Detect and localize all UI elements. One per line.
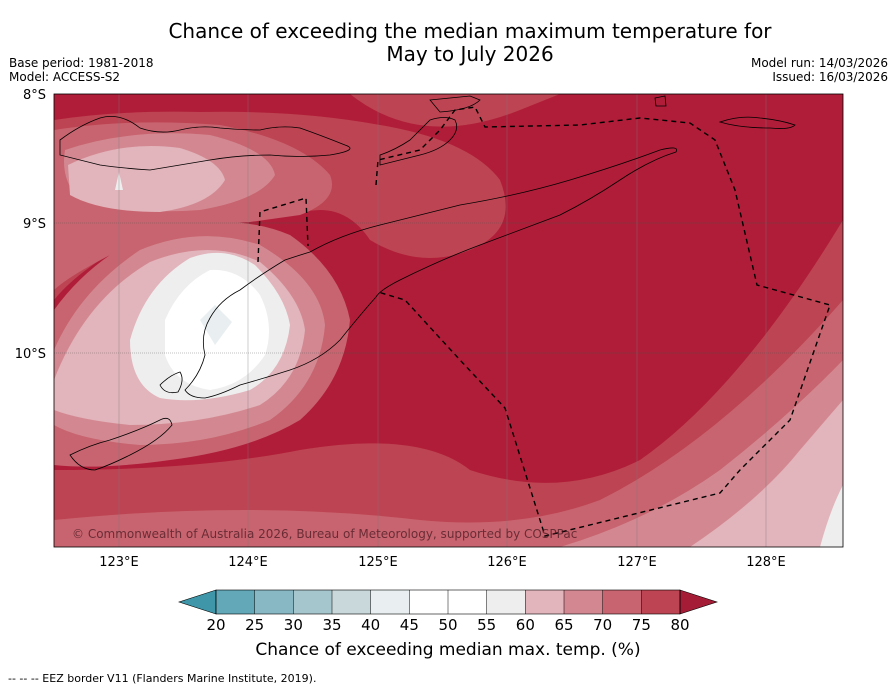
copyright-text: © Commonwealth of Australia 2026, Bureau… xyxy=(72,527,577,541)
timor-coastline xyxy=(184,147,678,399)
field-40 xyxy=(200,305,232,345)
lon-label-126e: 126°E xyxy=(487,555,527,570)
colorbar-bin xyxy=(486,590,526,614)
map-title-line1: Chance of exceeding the median maximum t… xyxy=(168,19,772,43)
lat-label-9s: 9°S xyxy=(23,217,46,232)
colorbar-tick-label: 65 xyxy=(554,616,573,634)
colorbar xyxy=(178,589,718,615)
lat-label-10s: 10°S xyxy=(15,347,46,362)
islands-east xyxy=(654,95,796,129)
colorbar-over-arrow xyxy=(679,589,718,615)
colorbar-bin xyxy=(525,590,564,614)
colorbar-tick-label: 75 xyxy=(632,616,651,634)
lon-label-123e: 123°E xyxy=(99,555,139,570)
colorbar-tick-label: 70 xyxy=(593,616,612,634)
colorbar-bin xyxy=(448,590,487,614)
map-title: Chance of exceeding the median maximum t… xyxy=(120,20,820,66)
wetar-coastline xyxy=(429,95,481,113)
field-70 xyxy=(54,122,843,547)
lat-label-8s: 8°S xyxy=(23,88,46,103)
colorbar-tick-label: 60 xyxy=(516,616,535,634)
colorbar-bin xyxy=(370,590,410,614)
colorbar-bin xyxy=(216,590,255,614)
base-period-text: Base period: 1981-2018 xyxy=(9,56,154,70)
eez-border xyxy=(257,106,831,537)
colorbar-tick-label: 80 xyxy=(670,616,689,634)
colorbar-tick-label: 40 xyxy=(361,616,380,634)
longitude-labels: 123°E 124°E 125°E 126°E 127°E 128°E xyxy=(99,555,786,570)
colorbar-tick-label: 50 xyxy=(438,616,457,634)
issued-text: Issued: 16/03/2026 xyxy=(772,70,888,84)
colorbar-tick-label: 20 xyxy=(206,616,225,634)
base-model-info: Base period: 1981-2018 Model: ACCESS-S2 xyxy=(9,56,154,84)
latitude-labels: 8°S 9°S 10°S xyxy=(15,88,46,362)
lon-label-127e: 127°E xyxy=(617,555,657,570)
sumba-coastline xyxy=(69,417,173,471)
probability-field xyxy=(54,94,843,547)
map-title-line2: May to July 2026 xyxy=(386,42,554,66)
colorbar-tick-label: 55 xyxy=(477,616,496,634)
run-issued-info: Model run: 14/03/2026 Issued: 16/03/2026 xyxy=(751,56,888,84)
alor-coastline xyxy=(379,117,458,166)
map-frame xyxy=(53,93,844,548)
lon-label-125e: 125°E xyxy=(358,555,398,570)
rote-coastline xyxy=(159,371,183,394)
colorbar-tick-label: 25 xyxy=(245,616,264,634)
colorbar-tick-label: 45 xyxy=(400,616,419,634)
lon-label-128e: 128°E xyxy=(746,555,786,570)
colorbar-under-arrow xyxy=(178,589,217,615)
colorbar-bin xyxy=(332,590,371,614)
colorbar-bin xyxy=(254,590,294,614)
colorbar-bin xyxy=(409,590,448,614)
model-text: Model: ACCESS-S2 xyxy=(9,70,121,84)
colorbar-label: Chance of exceeding median max. temp. (%… xyxy=(255,640,641,660)
colorbar-tick-labels: 20 25 30 35 40 45 50 55 60 65 70 75 80 xyxy=(206,616,689,634)
eez-footer-note: -- -- -- EEZ border V11 (Flanders Marine… xyxy=(8,672,317,685)
colorbar-tick-label: 35 xyxy=(322,616,341,634)
model-run-text: Model run: 14/03/2026 xyxy=(750,56,888,70)
coastlines xyxy=(59,95,796,471)
lon-label-124e: 124°E xyxy=(228,555,268,570)
colorbar-tick-label: 30 xyxy=(284,616,303,634)
colorbar-bin xyxy=(293,590,332,614)
colorbar-bin xyxy=(602,590,642,614)
colorbar-bin xyxy=(641,590,680,614)
field-75-south xyxy=(54,220,843,547)
colorbar-bin xyxy=(564,590,603,614)
flores-coastline xyxy=(59,115,351,171)
gridlines xyxy=(54,222,843,354)
